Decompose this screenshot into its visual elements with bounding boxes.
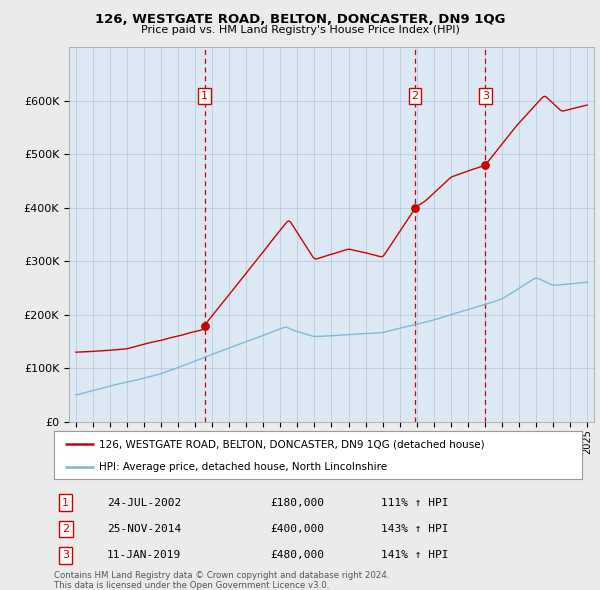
- Text: 126, WESTGATE ROAD, BELTON, DONCASTER, DN9 1QG: 126, WESTGATE ROAD, BELTON, DONCASTER, D…: [95, 13, 505, 26]
- Text: 3: 3: [482, 91, 489, 101]
- Point: [481, 160, 490, 170]
- Text: 11-JAN-2019: 11-JAN-2019: [107, 550, 181, 560]
- Text: 1: 1: [62, 498, 69, 507]
- Text: 2: 2: [412, 91, 419, 101]
- Text: 143% ↑ HPI: 143% ↑ HPI: [382, 524, 449, 534]
- Text: 1: 1: [201, 91, 208, 101]
- Text: 126, WESTGATE ROAD, BELTON, DONCASTER, DN9 1QG (detached house): 126, WESTGATE ROAD, BELTON, DONCASTER, D…: [99, 439, 485, 449]
- Text: 25-NOV-2014: 25-NOV-2014: [107, 524, 181, 534]
- Text: Contains HM Land Registry data © Crown copyright and database right 2024.: Contains HM Land Registry data © Crown c…: [54, 571, 389, 580]
- Point: [410, 203, 420, 212]
- Text: 111% ↑ HPI: 111% ↑ HPI: [382, 498, 449, 507]
- Text: £480,000: £480,000: [271, 550, 325, 560]
- Point: [200, 321, 209, 330]
- Text: 24-JUL-2002: 24-JUL-2002: [107, 498, 181, 507]
- Text: This data is licensed under the Open Government Licence v3.0.: This data is licensed under the Open Gov…: [54, 581, 329, 589]
- Text: 3: 3: [62, 550, 69, 560]
- Text: £180,000: £180,000: [271, 498, 325, 507]
- Text: Price paid vs. HM Land Registry's House Price Index (HPI): Price paid vs. HM Land Registry's House …: [140, 25, 460, 35]
- Text: 2: 2: [62, 524, 69, 534]
- Text: 141% ↑ HPI: 141% ↑ HPI: [382, 550, 449, 560]
- Text: £400,000: £400,000: [271, 524, 325, 534]
- Text: HPI: Average price, detached house, North Lincolnshire: HPI: Average price, detached house, Nort…: [99, 461, 387, 471]
